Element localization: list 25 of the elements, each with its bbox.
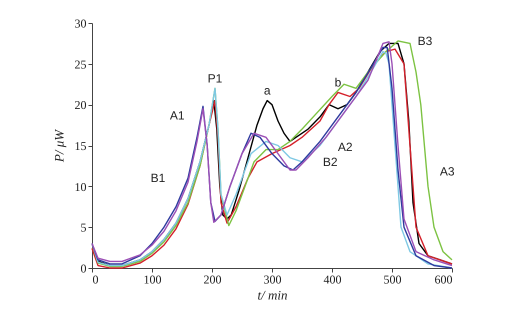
y-tick-label: 0 (80, 262, 86, 276)
annotation: b (334, 75, 342, 90)
x-tick-label: 0 (92, 272, 98, 286)
y-tick-label: 25 (74, 57, 86, 72)
y-axis-title: P/ μW (52, 128, 66, 164)
annotation: B3 (418, 34, 433, 48)
annotation: A1 (170, 108, 185, 122)
x-tick-label: 200 (204, 272, 222, 286)
y-tick-label: 20 (74, 98, 86, 112)
y-tick-label: 15 (74, 139, 86, 153)
y-tick-label: 10 (74, 180, 86, 194)
annotation: A3 (440, 164, 455, 179)
annotation: a (264, 84, 271, 98)
x-tick-label: 400 (324, 272, 342, 286)
x-tick-label: 300 (264, 272, 282, 286)
x-tick-label: 600 (434, 272, 452, 286)
annotation: P1 (208, 71, 223, 86)
annotation: A2 (338, 140, 353, 154)
y-tick-label: 5 (80, 220, 86, 235)
annotation: B1 (150, 171, 166, 186)
x-tick-label: 500 (384, 272, 402, 286)
x-axis-title: t/ min (258, 288, 288, 302)
x-tick-label: 100 (144, 272, 162, 286)
y-tick-label: 30 (74, 16, 86, 30)
annotation: B2 (322, 154, 338, 169)
